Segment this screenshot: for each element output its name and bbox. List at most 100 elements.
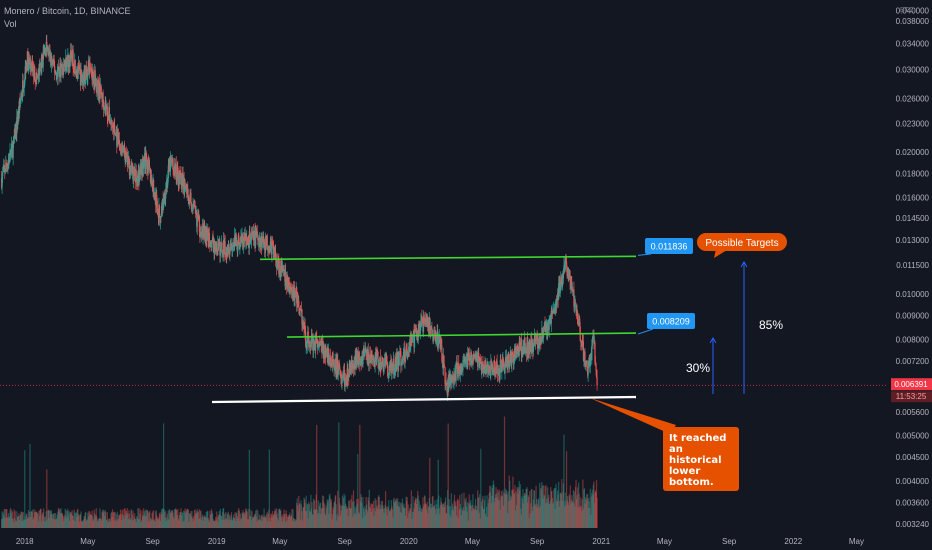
candle-body (390, 363, 392, 374)
candle-body (262, 236, 265, 245)
candle-body (499, 360, 501, 373)
volume-bar (534, 503, 536, 528)
volume-bar (181, 511, 183, 528)
volume-bar (297, 511, 299, 528)
volume-bar (318, 513, 320, 528)
candle-body (305, 331, 307, 347)
volume-bar (398, 506, 400, 528)
volume-bar (558, 481, 560, 528)
volume-bar (85, 511, 87, 528)
volume-bar (487, 503, 489, 528)
volume-bar (562, 492, 564, 528)
candle-body (533, 344, 535, 346)
volume-bar (187, 508, 189, 528)
volume-bar (64, 508, 66, 528)
volume-bar (172, 512, 174, 528)
volume-bar (400, 513, 402, 528)
volume-bar (29, 516, 32, 528)
volume-bar (573, 503, 575, 528)
volume-bar (4, 517, 6, 528)
volume-bar (416, 498, 418, 528)
volume-bar (539, 505, 541, 528)
candle-body (337, 368, 339, 373)
volume-bar (250, 509, 252, 528)
candle-body (112, 126, 114, 128)
candle-body (548, 320, 550, 330)
candle-body (53, 59, 55, 67)
volume-bar (335, 504, 337, 528)
candle-body (410, 335, 412, 341)
volume-bar (479, 494, 481, 528)
volume-bar (154, 521, 156, 528)
candle-body (177, 171, 179, 184)
candle-body (510, 352, 512, 356)
volume-bar (317, 500, 319, 528)
candle-body (524, 350, 527, 354)
volume-bar (114, 512, 116, 528)
candle-body (79, 69, 81, 71)
volume-bar (155, 510, 157, 528)
volume-bar (580, 497, 582, 528)
volume-bar (68, 520, 71, 528)
volume-bar (321, 507, 323, 528)
volume-bar (553, 489, 555, 528)
volume-bar (548, 494, 550, 528)
volume-bar (32, 509, 34, 528)
candle-body (48, 51, 50, 55)
candle-body (536, 334, 538, 339)
volume-bar (124, 508, 126, 528)
volume-bar (150, 520, 153, 528)
volume-bar (395, 499, 397, 528)
volume-bar (393, 502, 396, 528)
candle-body (468, 352, 470, 359)
candle-body (347, 368, 349, 380)
volume-bar (447, 489, 449, 528)
volume-bar (343, 506, 346, 528)
volume-bar (511, 489, 513, 528)
volume-bar (555, 499, 558, 528)
volume-bar (3, 514, 5, 528)
candle-body (458, 362, 460, 369)
volume-bar (55, 513, 57, 528)
volume-bar (365, 508, 367, 528)
candle-body (17, 109, 20, 119)
candle-body (458, 368, 460, 373)
candle-body (344, 380, 346, 388)
volume-bar (163, 508, 165, 528)
volume-bar (70, 512, 72, 528)
volume-bar (316, 509, 318, 528)
candle-body (89, 68, 92, 70)
candle-body (92, 69, 94, 77)
candle-body (333, 365, 335, 370)
volume-bar (205, 512, 207, 528)
volume-bar (457, 498, 459, 528)
volume-bar (143, 508, 145, 528)
candle-body (80, 69, 82, 86)
candle-body (594, 362, 597, 365)
volume-bar (323, 503, 326, 528)
volume-bar (371, 504, 374, 528)
volume-bar (545, 485, 547, 528)
candle-body (398, 353, 400, 366)
candle-body (411, 336, 414, 343)
volume-bar (27, 518, 29, 528)
candle-body (96, 82, 98, 93)
volume-bar (338, 497, 340, 528)
volume-bar (494, 494, 497, 528)
volume-bar (417, 495, 419, 528)
volume-bar (431, 496, 434, 528)
volume-bar (535, 485, 537, 528)
volume-bar (279, 510, 281, 528)
volume-bar (69, 511, 72, 528)
volume-bar (595, 491, 597, 528)
volume-bar (325, 505, 327, 528)
candle-body (289, 289, 291, 295)
volume-bar (245, 510, 247, 528)
volume-bar (432, 506, 435, 528)
candle-body (119, 145, 121, 150)
volume-bar (593, 481, 595, 528)
candle-body (148, 158, 150, 161)
volume-bar (434, 500, 436, 528)
candle-body (24, 78, 26, 86)
